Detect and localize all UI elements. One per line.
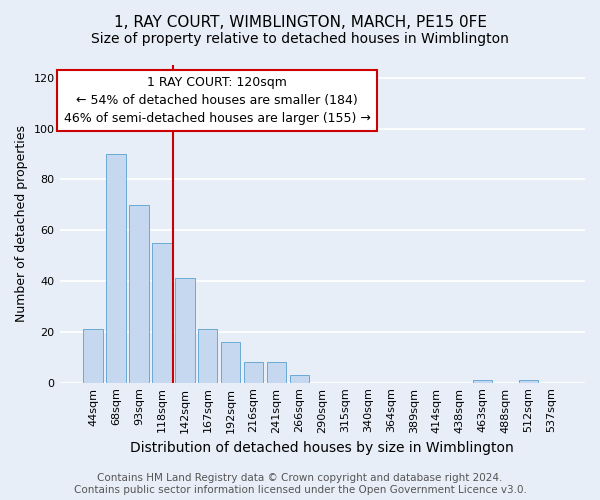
Bar (129, 205, 149, 382)
Bar (473, 380, 493, 382)
Bar (152, 243, 172, 382)
X-axis label: Distribution of detached houses by size in Wimblington: Distribution of detached houses by size … (130, 441, 514, 455)
Bar (221, 342, 241, 382)
Bar (290, 375, 309, 382)
Text: 1 RAY COURT: 120sqm
← 54% of detached houses are smaller (184)
46% of semi-detac: 1 RAY COURT: 120sqm ← 54% of detached ho… (64, 76, 371, 125)
Bar (519, 380, 538, 382)
Text: Size of property relative to detached houses in Wimblington: Size of property relative to detached ho… (91, 32, 509, 46)
Bar (83, 330, 103, 382)
Bar (106, 154, 126, 382)
Text: Contains HM Land Registry data © Crown copyright and database right 2024.
Contai: Contains HM Land Registry data © Crown c… (74, 474, 526, 495)
Text: 1, RAY COURT, WIMBLINGTON, MARCH, PE15 0FE: 1, RAY COURT, WIMBLINGTON, MARCH, PE15 0… (113, 15, 487, 30)
Bar (244, 362, 263, 382)
Bar (175, 278, 194, 382)
Y-axis label: Number of detached properties: Number of detached properties (15, 126, 28, 322)
Bar (267, 362, 286, 382)
Bar (198, 330, 217, 382)
